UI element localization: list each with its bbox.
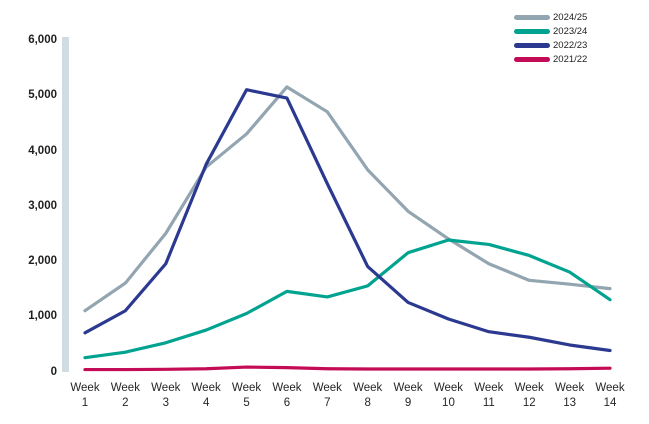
legend-label: 2023/24 [553, 26, 588, 37]
x-axis-tick-label: Week 9 [393, 382, 423, 409]
x-axis-tick-label: Week 5 [231, 382, 262, 409]
x-axis-tick-label: Week 3 [151, 382, 181, 409]
legend-marker-icon [514, 15, 550, 20]
legend-item-2023-24: 2023/24 [514, 25, 587, 38]
series-line-2021-22 [83, 365, 612, 372]
x-axis-tick-label: Week 2 [110, 382, 140, 409]
y-axis-tick-label: 3,000 [28, 199, 57, 212]
series-line-2023-24 [83, 238, 612, 360]
legend-item-2021-22: 2021/22 [514, 53, 587, 66]
legend-marker-icon [514, 29, 550, 34]
y-axis-tick-label: 6,000 [28, 34, 57, 46]
y-axis-tick-label: 1,000 [28, 310, 57, 323]
x-axis-tick-label: Week 14 [595, 382, 625, 409]
legend-item-2024-25: 2024/25 [514, 11, 587, 24]
x-axis-tick-label: Week 11 [474, 382, 504, 409]
legend-label: 2021/22 [553, 54, 588, 65]
x-axis-tick-label: Week 12 [514, 382, 544, 409]
legend-label: 2024/25 [553, 12, 588, 23]
x-axis-tick-label: Week 6 [272, 382, 302, 409]
x-axis-tick-label: Week 1 [70, 382, 100, 409]
series-line-2022-23 [83, 88, 612, 353]
y-axis-bar [62, 37, 69, 372]
y-axis-tick-label: 4,000 [28, 144, 57, 157]
legend-label: 2022/23 [553, 40, 588, 51]
y-axis-tick-label: 5,000 [28, 89, 57, 102]
x-axis-tick-label: Week 4 [191, 382, 221, 409]
legend-marker-icon [514, 57, 550, 62]
x-axis-tick-label: Week 13 [555, 382, 585, 409]
legend-marker-icon [514, 43, 550, 48]
x-axis-tick-label: Week 7 [312, 382, 342, 409]
y-axis-tick-label: 0 [50, 365, 57, 378]
x-axis-tick-label: Week 10 [433, 382, 464, 409]
series-line-2024-25 [83, 85, 612, 313]
legend: 2024/25 2023/24 2022/23 2021/22 [514, 11, 587, 66]
y-axis-tick-label: 2,000 [28, 255, 57, 267]
x-axis-tick-label: Week 8 [353, 382, 383, 409]
legend-item-2022-23: 2022/23 [514, 39, 587, 52]
